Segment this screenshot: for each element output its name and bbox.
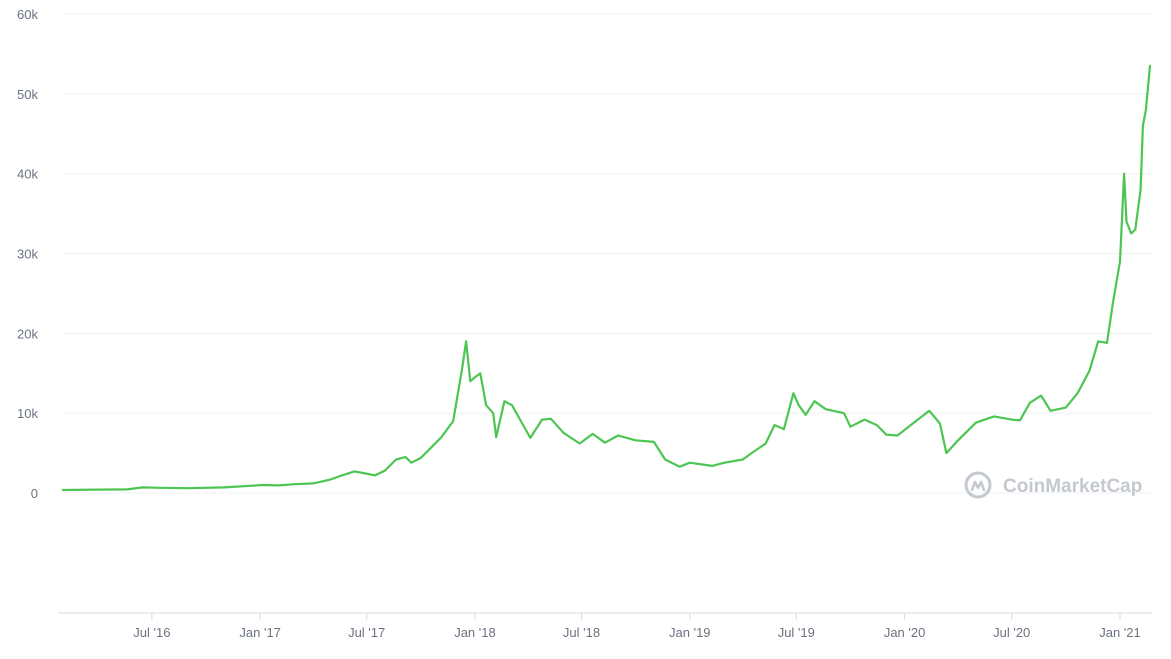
- coinmarketcap-logo-icon: [964, 471, 992, 499]
- x-tick-label: Jan '18: [454, 625, 496, 640]
- x-tick-label: Jul '19: [778, 625, 815, 640]
- y-grid: [63, 13, 1152, 494]
- x-tick-label: Jan '17: [239, 625, 281, 640]
- watermark-text: CoinMarketCap: [1003, 476, 1142, 497]
- y-tick-label: 60k: [17, 7, 38, 22]
- y-tick-label: 50k: [17, 87, 38, 102]
- x-tick-label: Jul '17: [348, 625, 385, 640]
- x-tick-label: Jan '20: [884, 625, 926, 640]
- y-tick-label: 0: [31, 486, 38, 501]
- x-axis-ticks: Jul '16 Jan '17 Jul '17 Jan '18 Jul '18 Jan '…: [133, 613, 1141, 640]
- x-tick-label: Jul '18: [563, 625, 600, 640]
- watermark: CoinMarketCap: [964, 471, 1142, 499]
- x-tick-label: Jul '20: [993, 625, 1030, 640]
- series-line: [61, 64, 1152, 492]
- x-axis: Jul '16 Jan '17 Jul '17 Jan '18 Jul '18 Jan '…: [58, 612, 1152, 640]
- x-tick-label: Jan '19: [669, 625, 711, 640]
- y-tick-label: 10k: [17, 406, 38, 421]
- y-axis: 0 10k 20k 30k 40k 50k 60k: [17, 7, 38, 501]
- x-tick-label: Jul '16: [133, 625, 170, 640]
- y-tick-label: 30k: [17, 247, 38, 262]
- x-tick-label: Jan '21: [1099, 625, 1141, 640]
- y-tick-label: 20k: [17, 326, 38, 341]
- y-tick-label: 40k: [17, 167, 38, 182]
- series-group: [61, 64, 1152, 492]
